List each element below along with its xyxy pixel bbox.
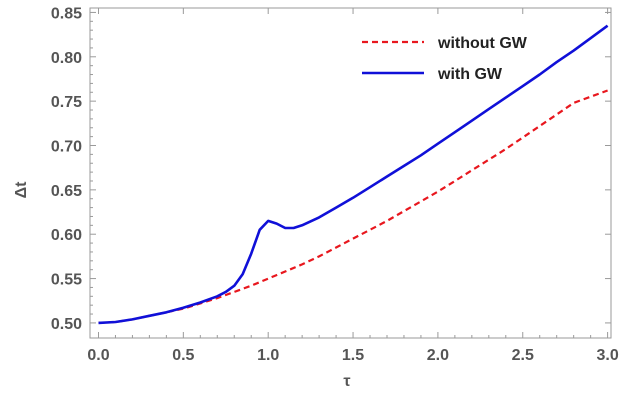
series-line-without-gw (98, 89, 608, 324)
legend-label-with-gw: with GW (437, 66, 503, 83)
x-axis-title: τ (343, 373, 350, 390)
plot-border (89, 7, 612, 339)
series-line-with-gw (98, 24, 609, 325)
x-tick-label: 1.0 (257, 347, 279, 364)
x-axis-ticks: 0.0 0.5 1.0 1.5 2.0 2.5 3.0 (87, 8, 619, 364)
y-axis-ticks: 0.50 0.55 0.60 0.65 0.70 0.75 0.80 0.85 (51, 5, 611, 333)
legend: without GW with GW (362, 35, 528, 83)
y-tick-label: 0.60 (51, 227, 82, 244)
plot-frame (89, 7, 612, 339)
legend-label-without-gw: without GW (437, 35, 528, 52)
x-tick-label: 1.5 (342, 347, 364, 364)
y-tick-label: 0.75 (51, 94, 82, 111)
y-tick-label: 0.50 (51, 316, 82, 333)
y-tick-label: 0.85 (51, 5, 82, 22)
y-axis-title: Δt (13, 181, 30, 199)
x-tick-label: 0.5 (172, 347, 194, 364)
x-tick-label: 2.0 (427, 347, 449, 364)
y-tick-label: 0.65 (51, 183, 82, 200)
y-tick-label: 0.70 (51, 139, 82, 156)
x-tick-label: 3.0 (596, 347, 618, 364)
y-tick-label: 0.80 (51, 50, 82, 67)
series-layer (98, 24, 609, 325)
y-tick-label: 0.55 (51, 272, 82, 289)
x-tick-label: 0.0 (87, 347, 109, 364)
x-tick-label: 2.5 (512, 347, 534, 364)
